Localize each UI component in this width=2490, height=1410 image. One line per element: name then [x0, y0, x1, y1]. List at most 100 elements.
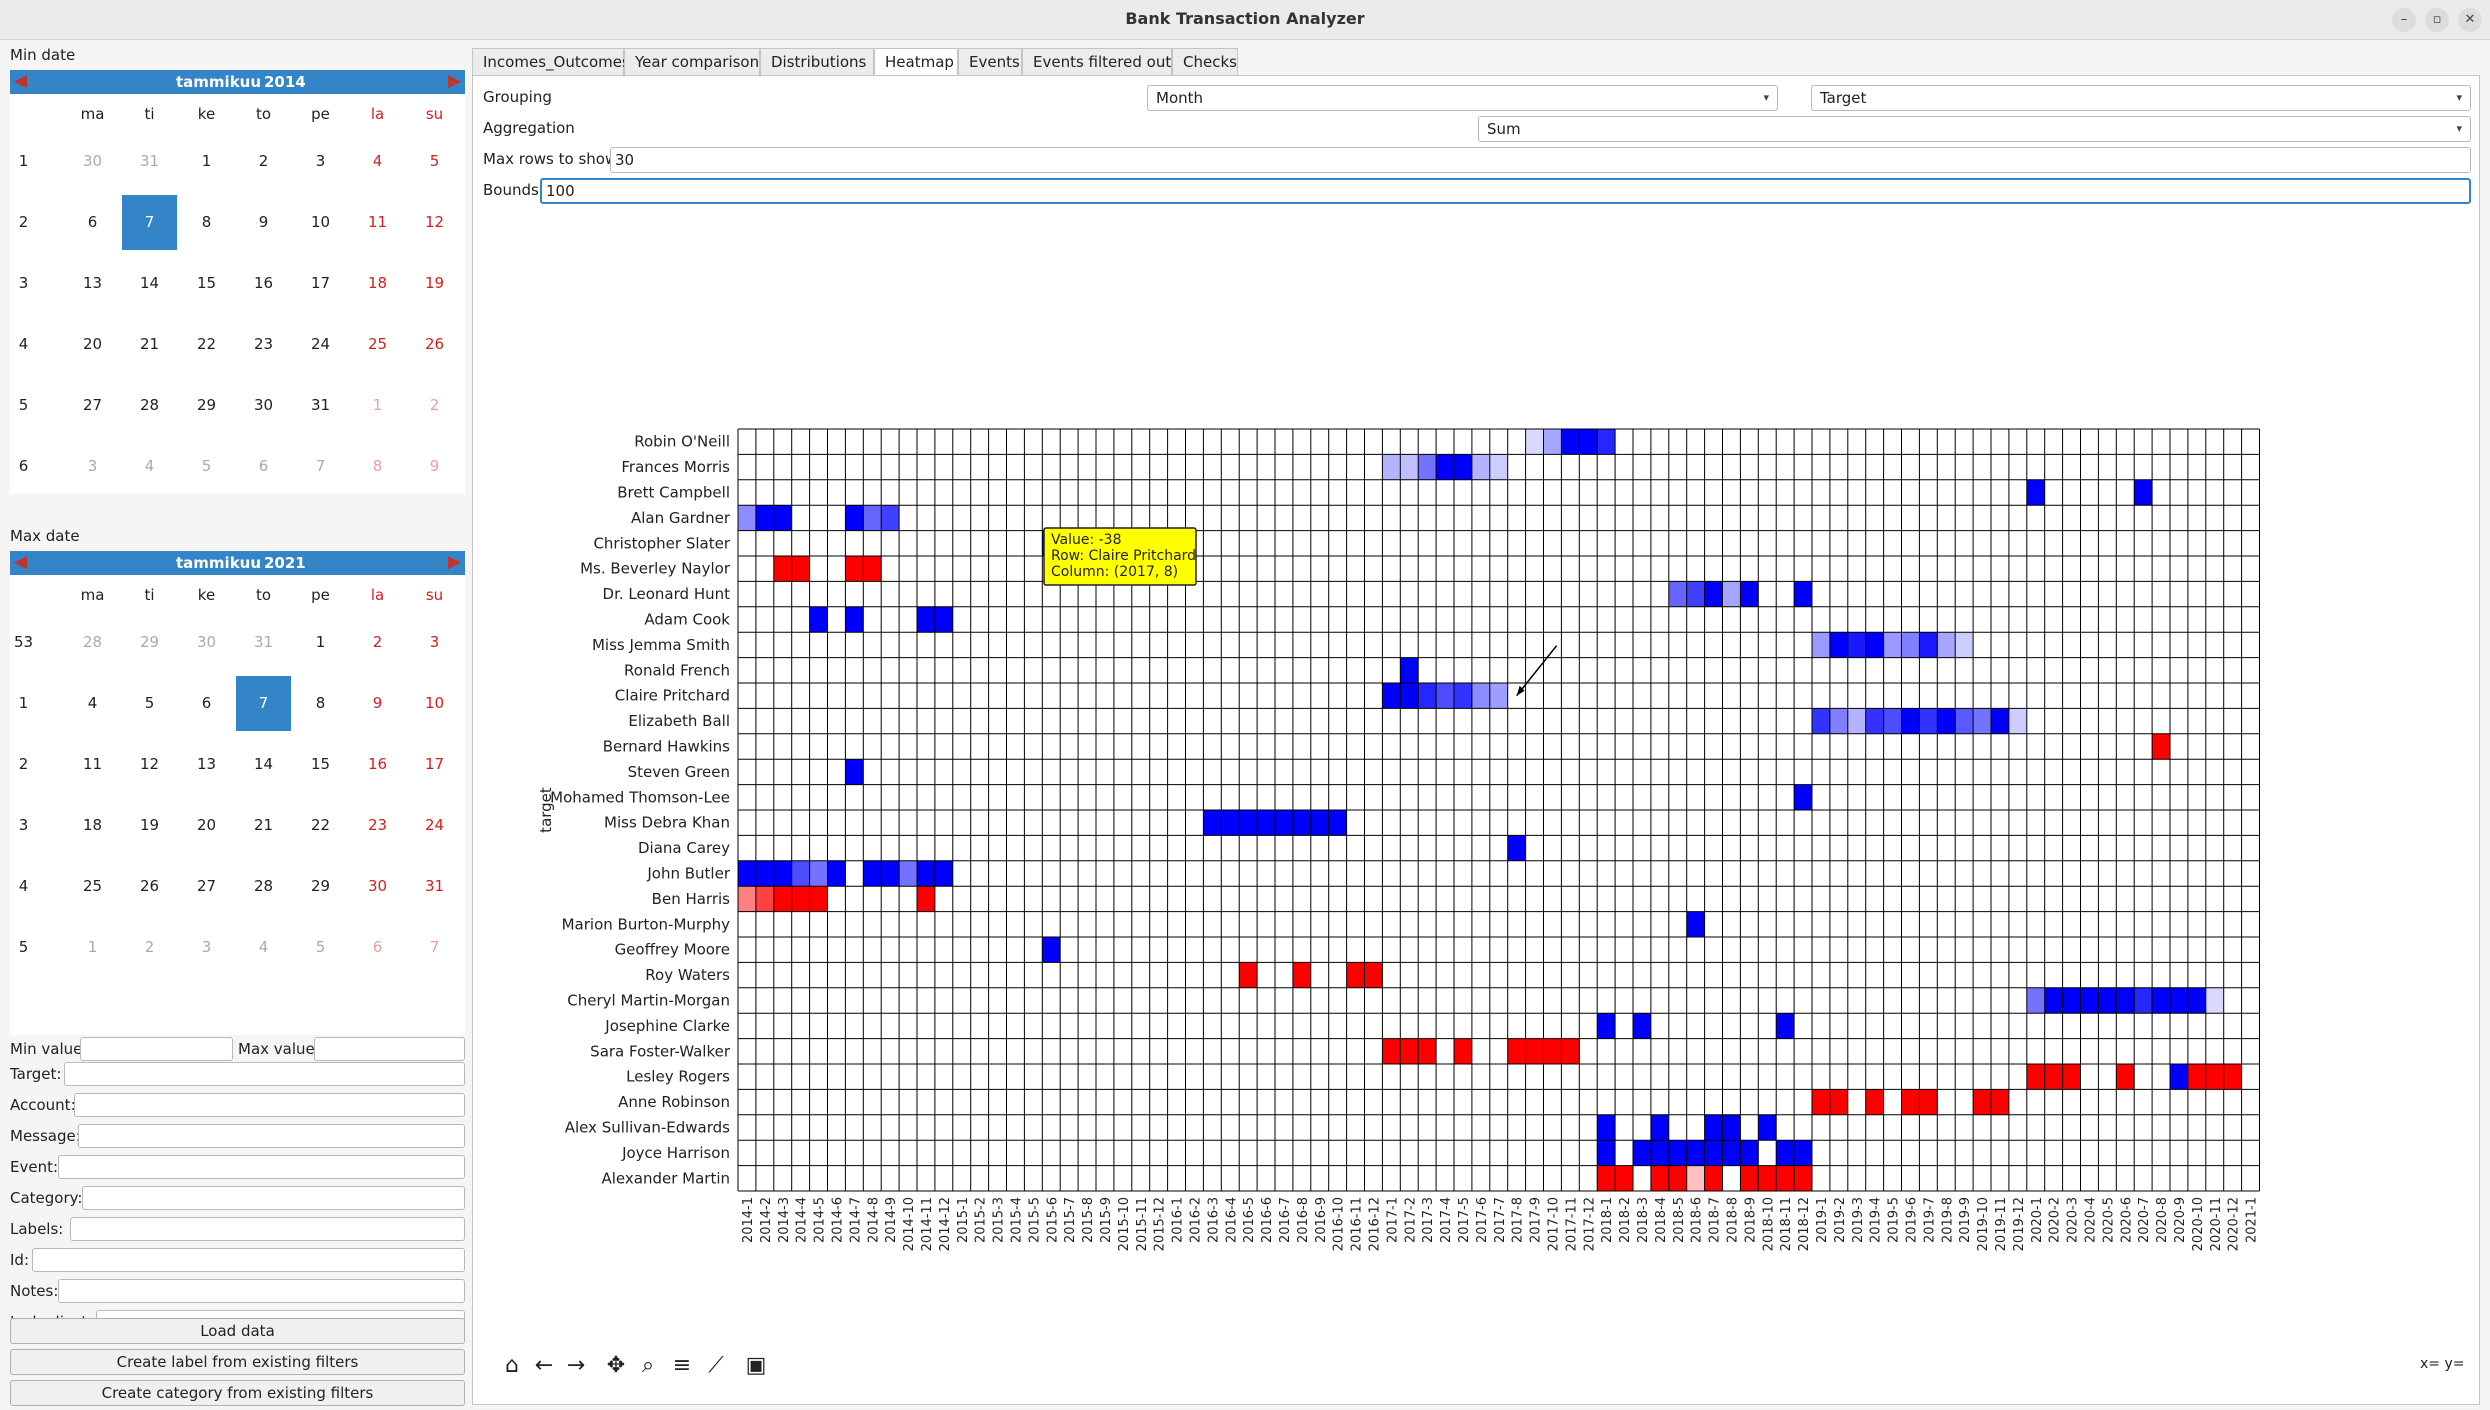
- heatmap-cell[interactable]: [1829, 1089, 1848, 1115]
- calendar-day[interactable]: 10: [310, 213, 331, 231]
- max-cal-year[interactable]: 2021: [264, 554, 306, 572]
- calendar-day[interactable]: 8: [201, 213, 212, 231]
- calendar-day[interactable]: 22: [196, 335, 217, 353]
- edit-axis-icon[interactable]: ⟋: [708, 1353, 724, 1378]
- tab-year-comparison[interactable]: Year comparison: [624, 48, 760, 76]
- calendar-day[interactable]: 6: [372, 938, 383, 956]
- heatmap-cell[interactable]: [917, 606, 935, 633]
- heatmap-cell[interactable]: [1812, 632, 1830, 658]
- heatmap-cell[interactable]: [1794, 581, 1812, 607]
- calendar-day[interactable]: 16: [367, 755, 388, 773]
- heatmap-cell[interactable]: [1740, 581, 1759, 607]
- calendar-day[interactable]: 18: [82, 816, 103, 834]
- heatmap-cell[interactable]: [1937, 708, 1956, 734]
- calendar-day[interactable]: 17: [424, 755, 445, 773]
- calendar-day[interactable]: 25: [82, 877, 103, 895]
- calendar-day[interactable]: 21: [139, 335, 160, 353]
- heatmap-cell[interactable]: [1991, 708, 2009, 734]
- minimize-icon[interactable]: –: [2392, 8, 2416, 32]
- calendar-day[interactable]: 17: [310, 274, 331, 292]
- filter-input[interactable]: [58, 1279, 465, 1303]
- heatmap-cell[interactable]: [1454, 683, 1472, 709]
- heatmap-cell[interactable]: [1722, 581, 1741, 607]
- heatmap-cell[interactable]: [738, 505, 756, 531]
- heatmap-cell[interactable]: [773, 556, 792, 582]
- heatmap-cell[interactable]: [2062, 1064, 2081, 1090]
- heatmap-cell[interactable]: [2044, 987, 2063, 1014]
- heatmap-cell[interactable]: [1507, 835, 1526, 861]
- calendar-day[interactable]: 7: [236, 676, 291, 731]
- tab-incomes-outcomes[interactable]: Incomes_Outcomes: [472, 48, 630, 76]
- target-select[interactable]: Target ▾: [1811, 85, 2471, 111]
- heatmap-cell[interactable]: [1758, 1114, 1777, 1141]
- calendar-day[interactable]: 30: [367, 877, 388, 895]
- heatmap-cell[interactable]: [1668, 1140, 1687, 1166]
- heatmap-cell[interactable]: [1794, 1165, 1812, 1191]
- heatmap-cell[interactable]: [845, 606, 864, 633]
- heatmap-cell[interactable]: [2080, 987, 2099, 1014]
- heatmap-cell[interactable]: [1704, 1114, 1723, 1141]
- calendar-day[interactable]: 31: [139, 152, 160, 170]
- heatmap-cell[interactable]: [1865, 1089, 1884, 1115]
- heatmap-cell[interactable]: [1418, 1038, 1437, 1064]
- calendar-day[interactable]: 29: [310, 877, 331, 895]
- heatmap-cell[interactable]: [1489, 683, 1508, 709]
- calendar-day[interactable]: 2: [429, 396, 440, 414]
- heatmap-cell[interactable]: [2134, 479, 2153, 506]
- calendar-day[interactable]: 24: [424, 816, 445, 834]
- heatmap-cell[interactable]: [755, 886, 774, 912]
- heatmap-cell[interactable]: [845, 505, 864, 531]
- heatmap-cell[interactable]: [1919, 708, 1938, 734]
- heatmap-cell[interactable]: [1991, 1089, 2009, 1115]
- back-icon[interactable]: ←: [534, 1353, 554, 1378]
- filter-input[interactable]: [82, 1186, 465, 1210]
- heatmap-cell[interactable]: [1668, 1165, 1687, 1191]
- heatmap-cell[interactable]: [1400, 1038, 1419, 1064]
- configure-icon[interactable]: ≡: [672, 1353, 692, 1378]
- calendar-day[interactable]: 15: [196, 274, 217, 292]
- heatmap-cell[interactable]: [1686, 581, 1705, 607]
- heatmap-cell[interactable]: [1364, 962, 1383, 988]
- calendar-day[interactable]: 29: [196, 396, 217, 414]
- calendar-day[interactable]: 8: [372, 457, 383, 475]
- heatmap-cell[interactable]: [899, 860, 917, 887]
- calendar-day[interactable]: 13: [196, 755, 217, 773]
- calendar-day[interactable]: 2: [144, 938, 155, 956]
- calendar-day[interactable]: 31: [310, 396, 331, 414]
- min-cal-year[interactable]: 2014: [264, 73, 306, 91]
- heatmap-cell[interactable]: [1883, 632, 1902, 658]
- calendar-day[interactable]: 27: [196, 877, 217, 895]
- calendar-day[interactable]: 2: [258, 152, 269, 170]
- calendar-day[interactable]: 5: [144, 694, 155, 712]
- bounds-input[interactable]: 100: [540, 178, 2471, 204]
- heatmap-cell[interactable]: [2062, 987, 2081, 1014]
- heatmap-cell[interactable]: [934, 860, 953, 887]
- heatmap-cell[interactable]: [1597, 1140, 1616, 1166]
- calendar-day[interactable]: 1: [87, 938, 98, 956]
- calendar-day[interactable]: 3: [429, 633, 440, 651]
- filter-input[interactable]: [58, 1155, 465, 1179]
- heatmap-cell[interactable]: [1704, 1140, 1723, 1166]
- heatmap-cell[interactable]: [917, 886, 935, 912]
- calendar-day[interactable]: 11: [82, 755, 103, 773]
- calendar-day[interactable]: 6: [258, 457, 269, 475]
- heatmap-cell[interactable]: [827, 860, 846, 887]
- heatmap-cell[interactable]: [2026, 987, 2045, 1014]
- heatmap-cell[interactable]: [1454, 1038, 1472, 1064]
- heatmap-cell[interactable]: [1776, 1140, 1795, 1166]
- heatmap-cell[interactable]: [1955, 632, 1974, 658]
- heatmap-cell[interactable]: [1686, 1140, 1705, 1166]
- heatmap-cell[interactable]: [845, 556, 864, 582]
- calendar-day[interactable]: 23: [367, 816, 388, 834]
- forward-icon[interactable]: →: [566, 1353, 586, 1378]
- calendar-day[interactable]: 1: [372, 396, 383, 414]
- heatmap-cell[interactable]: [2152, 987, 2170, 1014]
- heatmap-cell[interactable]: [1418, 683, 1437, 709]
- calendar-day[interactable]: 5: [429, 152, 440, 170]
- maximize-icon[interactable]: ▫: [2425, 8, 2449, 32]
- heatmap-cell[interactable]: [2026, 1064, 2045, 1090]
- create-category-button[interactable]: Create category from existing filters: [10, 1380, 465, 1406]
- heatmap-cell[interactable]: [1865, 632, 1884, 658]
- calendar-day[interactable]: 26: [424, 335, 445, 353]
- heatmap-cell[interactable]: [791, 860, 810, 887]
